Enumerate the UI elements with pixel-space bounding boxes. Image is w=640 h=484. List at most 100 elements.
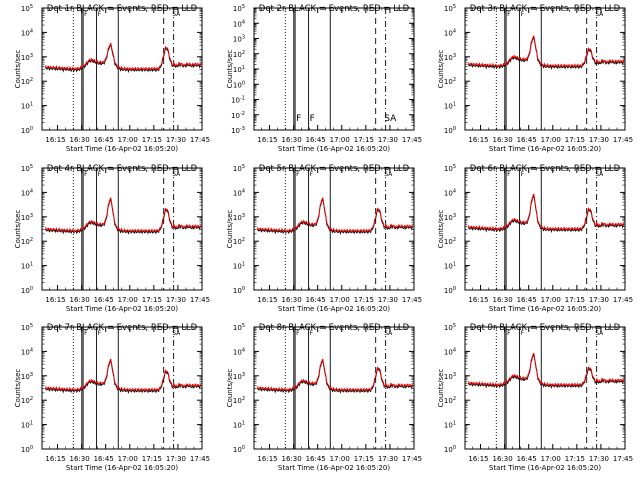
y-tick-label: 100	[444, 286, 456, 295]
x-tick-label: 17:30	[589, 136, 609, 144]
series-lld-line	[44, 42, 201, 72]
y-tick-label: 103	[21, 372, 33, 381]
flag-label: F	[310, 114, 315, 124]
series-events-line	[44, 44, 201, 74]
x-tick-label: 17:45	[190, 296, 210, 304]
y-tick-label: 105	[444, 4, 456, 13]
y-tick-label: 105	[21, 4, 33, 13]
y-axis-label: Counts/sec	[437, 369, 445, 408]
y-tick-label: 105	[233, 4, 245, 13]
x-tick-label: 16:15	[257, 136, 277, 144]
flag-label: F	[507, 171, 511, 178]
x-tick-label: 17:15	[142, 455, 162, 463]
x-tick-label: 17:00	[118, 136, 138, 144]
series-events-line	[256, 360, 413, 394]
flag-label: F	[296, 330, 300, 337]
x-tick-label: 16:45	[306, 296, 326, 304]
series-lld-line	[467, 35, 624, 69]
panel-4: Det 4r BLACK = Events, RED = LLD 100 101 10…	[14, 164, 210, 313]
x-tick-label: 16:30	[70, 136, 90, 144]
chart-title: Det 5r BLACK = Events, RED = LLD	[259, 164, 410, 174]
y-axis-label: Counts/sec	[226, 210, 234, 249]
x-tick-label: 17:00	[118, 455, 138, 463]
x-axis-label: Start Time (16-Apr-02 16:05:20)	[278, 305, 390, 313]
y-tick-label: 101	[21, 421, 33, 430]
series-events-line	[467, 37, 625, 70]
chart-title: Det 1r BLACK = Events, RED = LLD	[47, 4, 198, 14]
x-tick-label: 16:45	[306, 455, 326, 463]
chart-title: Det 4r BLACK = Events, RED = LLD	[47, 164, 198, 174]
x-tick-label: 17:30	[589, 455, 609, 463]
y-tick-label: 103	[233, 213, 245, 222]
x-axis-label: Start Time (16-Apr-02 16:05:20)	[66, 464, 178, 472]
y-axis-label: Counts/sec	[14, 369, 22, 408]
y-tick-label: 105	[21, 164, 33, 173]
flag-label: SA	[172, 11, 181, 18]
y-tick-label: 101	[233, 65, 245, 74]
y-axis-label: Counts/sec	[437, 50, 445, 89]
x-tick-label: 17:45	[190, 455, 210, 463]
x-axis-label: Start Time (16-Apr-02 16:05:20)	[66, 145, 178, 153]
flag-label: F	[521, 11, 525, 18]
y-tick-label: 104	[233, 347, 245, 356]
y-tick-label: 101	[21, 262, 33, 271]
y-tick-label: 100	[21, 286, 33, 295]
x-tick-label: 17:00	[541, 296, 561, 304]
chart-title: Det 6r BLACK = Events, RED = LLD	[470, 164, 621, 174]
y-tick-label: 104	[444, 188, 456, 197]
y-tick-label: 101	[444, 262, 456, 271]
x-tick-label: 17:00	[330, 296, 350, 304]
x-axis-label: Start Time (16-Apr-02 16:05:20)	[489, 145, 601, 153]
series-events-line	[467, 195, 624, 234]
series-events-line	[44, 360, 201, 394]
x-axis-label: Start Time (16-Apr-02 16:05:20)	[489, 464, 601, 472]
y-tick-label: 103	[21, 213, 33, 222]
x-tick-label: 17:00	[118, 296, 138, 304]
x-tick-label: 17:15	[354, 296, 374, 304]
y-tick-label: 104	[233, 19, 245, 28]
x-tick-label: 16:15	[45, 296, 65, 304]
x-tick-label: 17:30	[378, 296, 398, 304]
flag-label: SA	[172, 171, 181, 178]
x-tick-label: 17:15	[142, 296, 162, 304]
y-tick-label: 105	[233, 164, 245, 173]
x-tick-label: 16:45	[306, 136, 326, 144]
panel-6: Det 6r BLACK = Events, RED = LLD 100 101 10…	[437, 164, 633, 313]
x-tick-label: 17:15	[354, 455, 374, 463]
y-tick-label: 104	[233, 188, 245, 197]
series-lld-line	[256, 197, 413, 233]
x-tick-label: 17:15	[565, 455, 585, 463]
y-axis-label: Counts/sec	[437, 210, 445, 249]
x-tick-label: 17:45	[402, 136, 422, 144]
x-tick-label: 17:15	[565, 136, 585, 144]
x-axis-label: Start Time (16-Apr-02 16:05:20)	[489, 305, 601, 313]
flag-label: F	[98, 171, 102, 178]
flag-label: F	[84, 171, 88, 178]
x-tick-label: 16:30	[282, 136, 302, 144]
x-tick-label: 17:30	[166, 136, 186, 144]
y-tick-label: 104	[21, 347, 33, 356]
x-tick-label: 17:45	[613, 136, 633, 144]
series-lld-line	[467, 193, 624, 232]
x-tick-label: 16:45	[517, 455, 537, 463]
x-tick-label: 16:30	[70, 455, 90, 463]
series-events-line	[44, 199, 201, 235]
y-tick-label: 105	[444, 323, 456, 332]
flag-label: SA	[595, 330, 604, 337]
chart-title: Det 8r BLACK = Events, RED = LLD	[259, 323, 410, 333]
x-tick-label: 16:30	[282, 455, 302, 463]
y-tick-label: 102	[21, 237, 33, 246]
flag-label: F	[507, 11, 511, 18]
flag-label: SA	[384, 330, 393, 337]
y-tick-label: 100	[233, 80, 245, 89]
x-tick-label: 17:00	[330, 136, 350, 144]
x-tick-label: 17:00	[541, 455, 561, 463]
series-lld-line	[44, 197, 201, 233]
y-tick-label: 103	[444, 53, 456, 62]
x-tick-label: 16:45	[94, 296, 114, 304]
x-tick-label: 17:45	[402, 455, 422, 463]
y-tick-label: 101	[444, 102, 456, 111]
y-axis-label: Counts/sec	[14, 50, 22, 89]
y-tick-label: 101	[233, 421, 245, 430]
